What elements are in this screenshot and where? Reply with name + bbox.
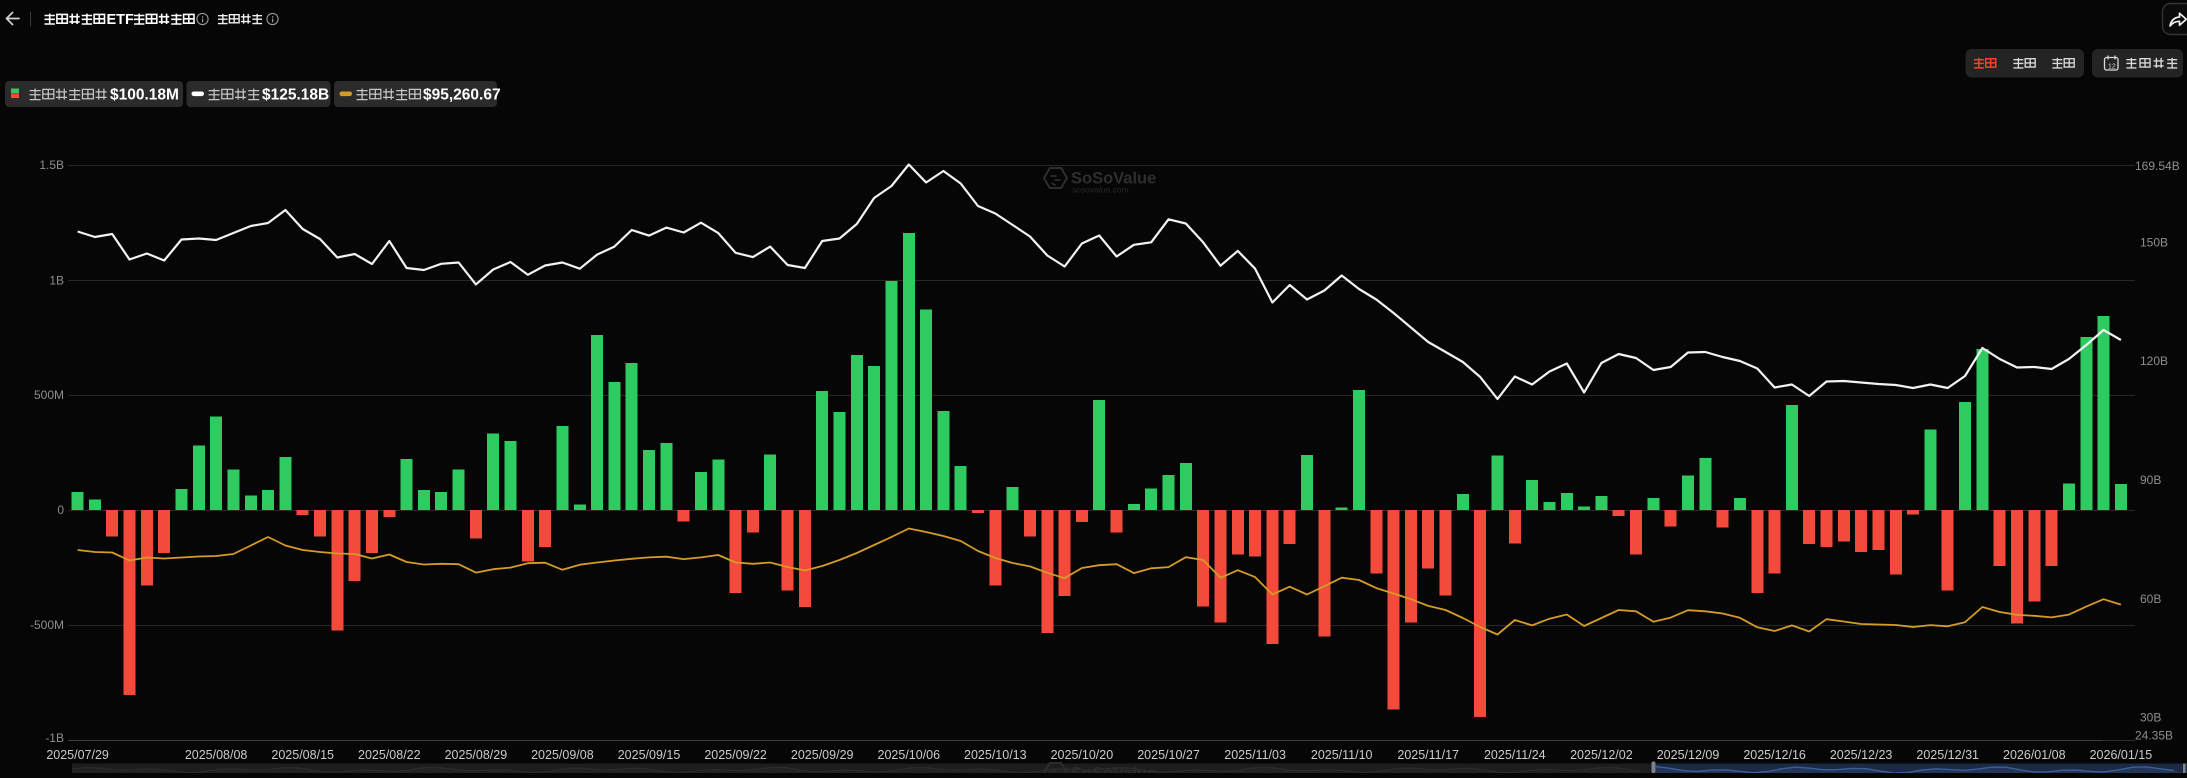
svg-text:2025/08/15: 2025/08/15 <box>271 748 334 762</box>
svg-text:2025/10/06: 2025/10/06 <box>878 748 941 762</box>
svg-text:500M: 500M <box>34 388 64 402</box>
svg-text:$125.18B: $125.18B <box>262 87 329 104</box>
svg-text:2025/11/03: 2025/11/03 <box>1224 748 1286 762</box>
svg-text:30B: 30B <box>2140 711 2161 725</box>
svg-text:2025/10/20: 2025/10/20 <box>1051 748 1114 762</box>
svg-text:2026/01/08: 2026/01/08 <box>2003 748 2066 762</box>
svg-text:2025/08/29: 2025/08/29 <box>445 748 508 762</box>
svg-text:2025/12/16: 2025/12/16 <box>1743 748 1806 762</box>
svg-text:2025/11/10: 2025/11/10 <box>1311 748 1373 762</box>
svg-text:24.35B: 24.35B <box>2135 729 2173 743</box>
svg-text:60B: 60B <box>2140 592 2161 606</box>
svg-text:-1B: -1B <box>45 731 64 745</box>
svg-text:12: 12 <box>2108 64 2116 71</box>
svg-text:2025/10/27: 2025/10/27 <box>1137 748 1200 762</box>
svg-text:2026/01/15: 2026/01/15 <box>2090 748 2153 762</box>
svg-text:2025/09/15: 2025/09/15 <box>618 748 681 762</box>
svg-text:$95,260.67: $95,260.67 <box>423 87 501 104</box>
svg-text:2025/09/29: 2025/09/29 <box>791 748 854 762</box>
svg-text:2025/11/17: 2025/11/17 <box>1397 748 1459 762</box>
svg-text:2025/12/09: 2025/12/09 <box>1657 748 1720 762</box>
svg-text:150B: 150B <box>2140 235 2168 249</box>
svg-text:2025/09/22: 2025/09/22 <box>704 748 767 762</box>
svg-text:2025/12/31: 2025/12/31 <box>1916 748 1979 762</box>
svg-text:2025/08/22: 2025/08/22 <box>358 748 421 762</box>
svg-text:120B: 120B <box>2140 354 2168 368</box>
svg-text:2025/12/02: 2025/12/02 <box>1570 748 1633 762</box>
svg-text:2025/12/23: 2025/12/23 <box>1830 748 1893 762</box>
svg-text:1.5B: 1.5B <box>39 158 64 172</box>
svg-text:0: 0 <box>57 503 64 517</box>
svg-text:-500M: -500M <box>30 618 64 632</box>
svg-text:90B: 90B <box>2140 473 2161 487</box>
svg-text:2025/11/24: 2025/11/24 <box>1484 748 1546 762</box>
svg-text:2025/10/13: 2025/10/13 <box>964 748 1027 762</box>
svg-text:2025/09/08: 2025/09/08 <box>531 748 594 762</box>
svg-text:2025/08/08: 2025/08/08 <box>185 748 248 762</box>
svg-text:SoSoValue: SoSoValue <box>1071 765 1156 774</box>
svg-text:169.54B: 169.54B <box>2135 159 2180 173</box>
svg-text:2025/07/29: 2025/07/29 <box>46 748 109 762</box>
svg-text:ETF: ETF <box>107 12 135 28</box>
svg-text:sosovalue.com: sosovalue.com <box>1072 185 1129 195</box>
svg-text:$100.18M: $100.18M <box>110 87 179 104</box>
svg-text:1B: 1B <box>49 274 64 288</box>
